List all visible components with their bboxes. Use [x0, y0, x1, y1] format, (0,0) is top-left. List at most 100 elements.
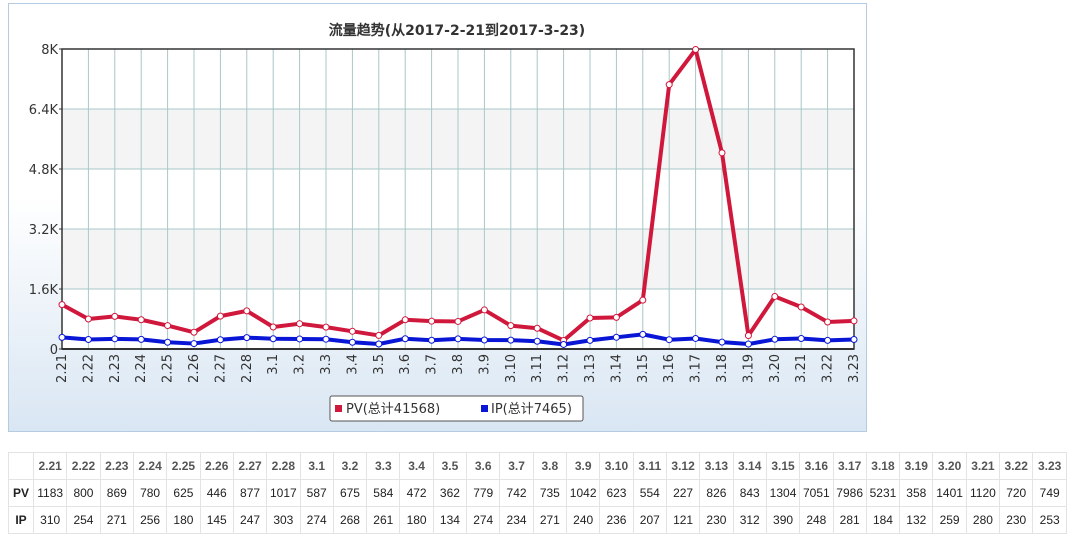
- x-tick-label: 3.15: [636, 354, 651, 383]
- data-point-pv: [375, 331, 383, 339]
- data-point-pv: [322, 323, 330, 331]
- x-tick-label: 3.7: [425, 354, 440, 375]
- chart-panel: 流量趋势(从2017-2-21到2017-3-23) 0 1.6K 3.2K 4.8K…: [8, 3, 867, 432]
- table-row-ip: IP 310 254 271 256 180 145 247 303 274 268 261 180 13…: [8, 506, 1067, 534]
- data-point-ip: [111, 335, 119, 343]
- table-cell: 584: [366, 479, 401, 507]
- table-header-date: 3.18: [865, 452, 901, 480]
- x-tick-label: 3.5: [372, 354, 387, 375]
- table-cell: 358: [899, 479, 934, 507]
- data-point-pv: [216, 312, 224, 320]
- table-cell: 779: [466, 479, 501, 507]
- table-header-date: 3.4: [399, 452, 434, 480]
- table-cell: 256: [132, 506, 168, 534]
- x-tick-label: 2.25: [161, 354, 176, 383]
- table-header-date: 3.20: [932, 452, 967, 480]
- data-point-pv: [507, 322, 515, 330]
- data-point-ip: [190, 340, 198, 348]
- table-cell: 1401: [932, 479, 967, 507]
- table-cell: 625: [166, 479, 201, 507]
- table-header-date: 3.16: [799, 452, 834, 480]
- table-header-date: 2.28: [266, 452, 301, 480]
- table-cell: 271: [99, 506, 134, 534]
- legend-pv-swatch: [335, 405, 342, 412]
- data-point-pv: [296, 320, 304, 328]
- data-point-pv: [454, 317, 462, 325]
- table-cell: 5231: [865, 479, 901, 507]
- table-cell: 281: [832, 506, 867, 534]
- table-header-date: 3.23: [1032, 452, 1067, 480]
- legend: PV(总计41568) IP(总计7465): [329, 395, 584, 422]
- data-point-ip: [744, 340, 752, 348]
- table-cell: 280: [965, 506, 1001, 534]
- data-point-ip: [639, 330, 647, 338]
- y-tick-label: 1.6K: [29, 283, 59, 298]
- table-cell: 180: [399, 506, 434, 534]
- data-point-ip: [718, 338, 726, 346]
- table-cell: 587: [299, 479, 334, 507]
- table-header-date: 3.11: [632, 452, 667, 480]
- table-cell: 230: [699, 506, 734, 534]
- table-cell: 303: [266, 506, 301, 534]
- data-point-ip: [665, 336, 673, 344]
- table-header-date: 3.22: [999, 452, 1034, 480]
- x-tick-label: 3.17: [689, 354, 704, 383]
- table-cell: 274: [299, 506, 334, 534]
- data-point-ip: [480, 336, 488, 344]
- table-cell: 749: [1032, 479, 1067, 507]
- data-point-ip: [612, 333, 620, 341]
- table-cell: 132: [899, 506, 934, 534]
- table-cell: 247: [232, 506, 268, 534]
- x-tick-label: 3.18: [715, 354, 730, 383]
- data-point-pv: [639, 296, 647, 304]
- x-tick-label: 3.13: [583, 354, 598, 383]
- table-header-date: 3.19: [899, 452, 934, 480]
- x-tick-label: 2.22: [81, 354, 96, 383]
- table-header-row: 2.21 2.22 2.23 2.24 2.25 2.26 2.27 2.28 3.1 3.2 3.…: [8, 452, 1067, 480]
- table-header-date: 3.12: [665, 452, 701, 480]
- x-tick-label: 3.6: [398, 354, 413, 375]
- data-point-ip: [454, 335, 462, 343]
- table-header-date: 3.6: [466, 452, 501, 480]
- x-tick-label: 3.22: [821, 354, 836, 383]
- x-tick-label: 2.21: [55, 354, 70, 383]
- table-cell: 554: [632, 479, 667, 507]
- data-point-ip: [296, 335, 304, 343]
- data-point-pv: [586, 314, 594, 322]
- table-cell: 390: [765, 506, 801, 534]
- table-header-date: 3.5: [432, 452, 468, 480]
- data-point-pv: [401, 316, 409, 324]
- data-point-ip: [692, 334, 700, 342]
- table-cell: 240: [565, 506, 601, 534]
- table-cell: 253: [1032, 506, 1067, 534]
- y-tick-label: 3.2K: [29, 223, 59, 238]
- table-cell: 780: [132, 479, 168, 507]
- data-point-ip: [586, 336, 594, 344]
- table-header-date: 2.21: [32, 452, 68, 480]
- data-point-ip: [507, 336, 515, 344]
- x-tick-label: 3.21: [794, 354, 809, 383]
- data-point-pv: [824, 318, 832, 326]
- legend-ip-swatch: [481, 405, 488, 412]
- line-chart: 流量趋势(从2017-2-21到2017-3-23) 0 1.6K 3.2K 4.8K…: [29, 22, 862, 422]
- data-point-pv: [164, 322, 172, 330]
- table-cell: 312: [732, 506, 767, 534]
- data-point-pv: [428, 317, 436, 325]
- y-tick-label: 0: [50, 343, 58, 358]
- table-cell: 254: [66, 506, 101, 534]
- y-tick-label: 8K: [41, 43, 58, 58]
- data-point-pv: [850, 317, 858, 325]
- data-point-pv: [744, 332, 752, 340]
- data-point-pv: [84, 315, 92, 323]
- table-header-date: 3.3: [366, 452, 401, 480]
- data-point-pv: [665, 81, 673, 89]
- data-point-ip: [771, 335, 779, 343]
- table-cell: 675: [332, 479, 368, 507]
- data-point-pv: [612, 313, 620, 321]
- table-cell: 274: [466, 506, 501, 534]
- data-point-pv: [797, 303, 805, 311]
- table-cell: 735: [532, 479, 568, 507]
- data-point-pv: [692, 46, 700, 54]
- y-tick-label: 4.8K: [29, 163, 59, 178]
- x-tick-label: 3.19: [741, 354, 756, 383]
